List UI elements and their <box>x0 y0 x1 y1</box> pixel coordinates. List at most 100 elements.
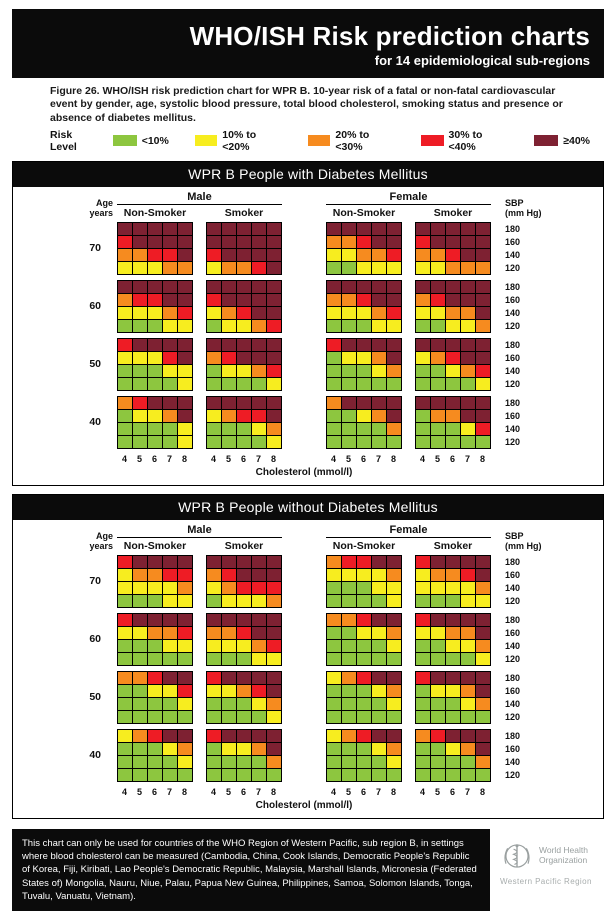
risk-cell <box>431 768 445 781</box>
risk-cell <box>237 396 251 409</box>
risk-cell <box>133 555 147 568</box>
chol-tick: 4 <box>330 453 336 464</box>
risk-cell <box>357 422 371 435</box>
risk-cell <box>416 568 430 581</box>
risk-cell <box>387 319 401 332</box>
risk-cell <box>446 729 460 742</box>
risk-cell <box>387 222 401 235</box>
chol-tick: 6 <box>240 786 246 797</box>
male-label: Male <box>117 524 282 538</box>
risk-cell <box>387 422 401 435</box>
risk-cell <box>416 377 430 390</box>
risk-cell <box>372 377 386 390</box>
risk-cell <box>372 435 386 448</box>
risk-cell <box>178 594 192 607</box>
risk-cell <box>178 261 192 274</box>
risk-cell <box>357 697 371 710</box>
chol-tick: 6 <box>449 786 455 797</box>
risk-cell <box>178 626 192 639</box>
chol-tick: 8 <box>390 786 396 797</box>
risk-grid-male-non-smoker <box>117 221 193 275</box>
risk-cell <box>222 422 236 435</box>
risk-cell <box>342 261 356 274</box>
risk-cell <box>431 306 445 319</box>
risk-cell <box>148 755 162 768</box>
risk-cell <box>416 594 430 607</box>
risk-cell <box>387 280 401 293</box>
risk-cell <box>118 280 132 293</box>
risk-cell <box>163 684 177 697</box>
risk-cell <box>252 422 266 435</box>
risk-cell <box>476 338 490 351</box>
risk-cell <box>327 280 341 293</box>
smoker-label: Smoker <box>224 539 264 552</box>
risk-grid-male-smoker <box>206 612 282 666</box>
risk-cell <box>416 338 430 351</box>
risk-cell <box>476 652 490 665</box>
risk-cell <box>327 652 341 665</box>
risk-cell <box>446 742 460 755</box>
risk-cell <box>207 409 221 422</box>
risk-cell <box>342 235 356 248</box>
risk-cell <box>118 742 132 755</box>
risk-cell <box>133 280 147 293</box>
risk-cell <box>327 729 341 742</box>
risk-cell <box>416 671 430 684</box>
risk-grid-female-smoker <box>415 728 491 782</box>
risk-cell <box>476 755 490 768</box>
risk-cell <box>237 671 251 684</box>
risk-cell <box>267 697 281 710</box>
risk-cell <box>357 742 371 755</box>
risk-cell <box>327 409 341 422</box>
risk-cell <box>387 409 401 422</box>
risk-cell <box>461 742 475 755</box>
legend-item-label: 20% to <30% <box>335 128 370 153</box>
sbp-label: 180 <box>505 731 521 742</box>
risk-cell <box>207 435 221 448</box>
risk-cell <box>267 409 281 422</box>
risk-cell <box>252 435 266 448</box>
risk-cell <box>416 261 430 274</box>
smoker-label: Smoker <box>433 206 473 219</box>
risk-cell <box>118 568 132 581</box>
age-label: 70 <box>89 575 101 588</box>
risk-cell <box>267 613 281 626</box>
sbp-labels: 180 160 140 120 <box>491 671 520 723</box>
chol-tick: 5 <box>434 453 440 464</box>
risk-cell <box>118 261 132 274</box>
female-label: Female <box>326 191 491 205</box>
risk-cell <box>163 710 177 723</box>
risk-cell <box>207 338 221 351</box>
risk-cell <box>372 613 386 626</box>
risk-cell <box>148 351 162 364</box>
risk-cell <box>446 594 460 607</box>
risk-cell <box>476 639 490 652</box>
risk-grid-female-non-smoker <box>326 337 402 391</box>
risk-cell <box>267 768 281 781</box>
sbp-label: 180 <box>505 224 521 235</box>
risk-cell <box>207 364 221 377</box>
risk-cell <box>133 613 147 626</box>
risk-cell <box>222 435 236 448</box>
risk-cell <box>476 555 490 568</box>
risk-cell <box>252 568 266 581</box>
risk-cell <box>267 351 281 364</box>
risk-cell <box>178 742 192 755</box>
risk-cell <box>163 306 177 319</box>
risk-cell <box>342 594 356 607</box>
risk-cell <box>133 293 147 306</box>
risk-cell <box>327 351 341 364</box>
risk-cell <box>431 626 445 639</box>
risk-cell <box>387 639 401 652</box>
risk-cell <box>416 409 430 422</box>
risk-cell <box>267 581 281 594</box>
chol-tick: 8 <box>479 786 485 797</box>
sbp-label: 140 <box>505 641 521 652</box>
risk-grid-male-smoker <box>206 670 282 724</box>
risk-cell <box>207 293 221 306</box>
risk-cell <box>357 729 371 742</box>
risk-cell <box>252 684 266 697</box>
risk-cell <box>327 377 341 390</box>
risk-cell <box>133 409 147 422</box>
